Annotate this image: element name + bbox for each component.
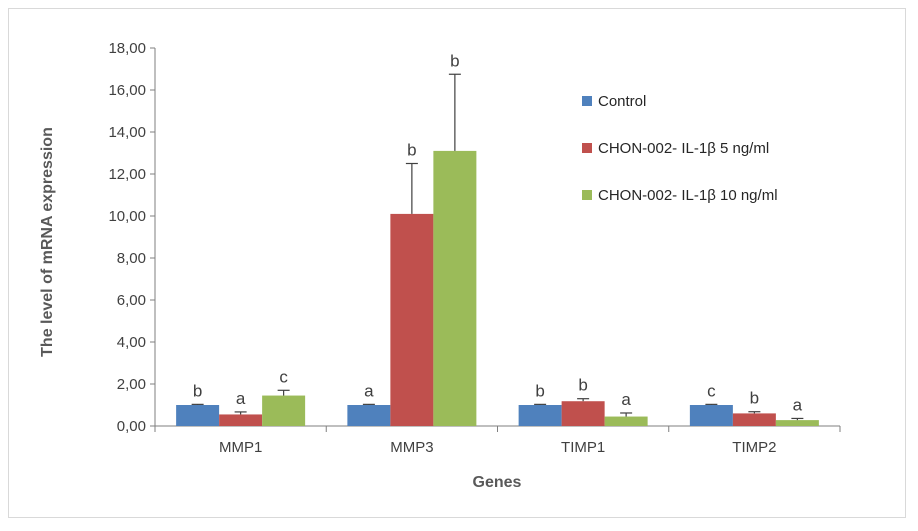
y-tick-label: 12,00: [108, 166, 146, 183]
y-tick-label: 16,00: [108, 82, 146, 99]
bar: [689, 405, 733, 426]
significance-label: c: [279, 367, 288, 386]
y-tick-label: 8,00: [117, 250, 146, 267]
y-tick-label: 2,00: [117, 376, 146, 393]
significance-label: b: [750, 389, 759, 408]
bar: [604, 416, 648, 426]
bar: [347, 405, 391, 426]
legend: Control CHON-002- IL-1β 5 ng/ml CHON-002- …: [582, 93, 778, 204]
bar: [775, 420, 819, 426]
significance-label: a: [236, 389, 246, 408]
x-tick-label: MMP1: [219, 439, 262, 456]
significance-label: a: [364, 381, 374, 400]
y-tick-label: 18,00: [108, 40, 146, 57]
significance-label: b: [193, 381, 202, 400]
bar: [176, 405, 220, 426]
legend-swatch: [582, 143, 592, 153]
y-axis-title: The level of mRNA expression: [39, 127, 56, 357]
legend-label: CHON-002- IL-1β 5 ng/ml: [598, 140, 769, 157]
bars: b a c a b b b b a c b a: [176, 51, 819, 426]
bar: [561, 401, 605, 426]
legend-label: CHON-002- IL-1β 10 ng/ml: [598, 187, 778, 204]
x-tick-label: TIMP1: [561, 439, 605, 456]
x-tick-label: MMP3: [390, 439, 433, 456]
legend-label: Control: [598, 93, 646, 110]
significance-label: b: [450, 51, 459, 70]
bar: [433, 150, 477, 426]
bar: [732, 413, 776, 426]
bar: [518, 405, 562, 426]
bar: [390, 213, 434, 426]
significance-label: b: [535, 381, 544, 400]
y-tick-label: 6,00: [117, 292, 146, 309]
significance-label: a: [621, 390, 631, 409]
bar: [219, 414, 263, 426]
y-tick-label: 0,00: [117, 418, 146, 435]
y-axis: 0,00 2,00 4,00 6,00 8,00 10,00 12,00 14,00 16,00…: [108, 40, 156, 435]
y-tick-label: 14,00: [108, 124, 146, 141]
significance-label: a: [793, 395, 803, 414]
y-tick-label: 4,00: [117, 334, 146, 351]
significance-label: b: [407, 141, 416, 160]
x-axis: MMP1 MMP3 TIMP1 TIMP2: [154, 425, 841, 456]
significance-label: c: [707, 381, 716, 400]
x-axis-title: Genes: [473, 474, 522, 491]
x-tick-label: TIMP2: [732, 439, 776, 456]
legend-swatch: [582, 96, 592, 106]
bar: [262, 395, 306, 426]
legend-swatch: [582, 190, 592, 200]
y-tick-label: 10,00: [108, 208, 146, 225]
significance-label: b: [578, 376, 587, 395]
